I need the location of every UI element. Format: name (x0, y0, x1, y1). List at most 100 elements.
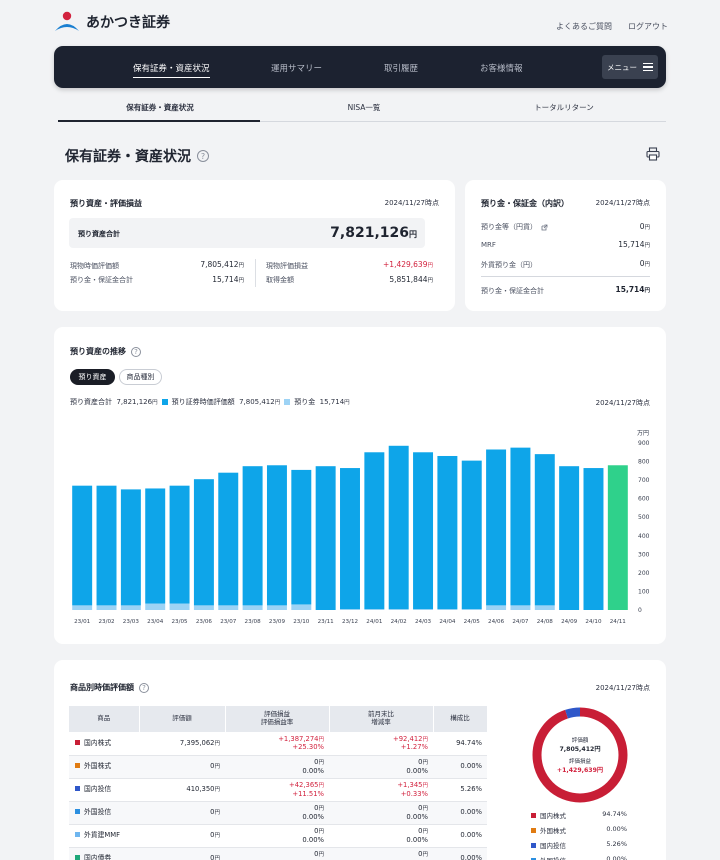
bar-securities[interactable] (607, 465, 628, 610)
tab-total-return[interactable]: トータルリターン (534, 103, 594, 112)
bar-securities[interactable] (96, 485, 117, 606)
divider (255, 259, 256, 287)
x-tick-label: 24/04 (439, 619, 456, 625)
bar-securities[interactable] (218, 472, 239, 606)
product-name[interactable]: 外国株式 (69, 755, 139, 779)
bar-deposit[interactable] (461, 609, 482, 610)
bar-deposit[interactable] (169, 603, 190, 610)
bar-securities[interactable] (266, 465, 287, 606)
logout-link[interactable]: ログアウト (628, 22, 668, 31)
nav-history[interactable]: 取引履歴 (384, 64, 419, 74)
bar-deposit[interactable] (437, 609, 458, 610)
tab-assets[interactable]: 預り資産 (70, 369, 115, 385)
bar-deposit[interactable] (510, 605, 531, 610)
help-icon[interactable]: ? (197, 150, 209, 162)
bar-deposit[interactable] (72, 605, 93, 610)
x-tick-label: 23/12 (342, 619, 358, 625)
nav-customer-info[interactable]: お客様情報 (480, 64, 523, 74)
tab-nisa[interactable]: NISA一覧 (347, 103, 381, 112)
product-name[interactable]: 国内債券 (69, 847, 139, 860)
tab-product-type[interactable]: 商品種別 (119, 369, 162, 385)
bar-deposit[interactable] (96, 605, 117, 610)
menu-button[interactable]: メニュー (602, 55, 658, 79)
bar-securities[interactable] (364, 452, 385, 610)
category-swatch-icon (75, 809, 80, 815)
faq-link[interactable]: よくあるご質問 (556, 22, 612, 31)
x-tick-label: 23/02 (98, 619, 114, 625)
help-icon[interactable]: ? (131, 346, 141, 357)
x-tick-label: 23/11 (318, 619, 335, 625)
bar-securities[interactable] (169, 485, 190, 604)
bar-deposit[interactable] (364, 609, 385, 610)
col-pl: 評価損益 評価損益率 (225, 706, 330, 732)
nav-holdings[interactable]: 保有証券・資産状況 (133, 64, 210, 78)
chart-legend: 預り資産合計 7,821,126円 預り証券時価評価額 7,805,412円 預… (70, 397, 350, 407)
print-icon[interactable] (646, 147, 660, 161)
external-link-icon[interactable] (541, 224, 548, 231)
deposit-date: 2024/11/27時点 (595, 199, 650, 207)
bar-deposit[interactable] (291, 604, 312, 610)
donut-value: 7,805,412円 (559, 746, 600, 753)
table-row: 外国投信 0円 0円 0.00% 0円 0.00% 0.00% (69, 801, 487, 825)
bar-securities[interactable] (340, 468, 360, 610)
bar-securities[interactable] (534, 454, 555, 606)
market-value-label: 現物時価評価額 (70, 262, 119, 270)
trend-date: 2024/11/27時点 (595, 399, 650, 407)
bar-deposit[interactable] (413, 609, 434, 610)
market-value: 7,805,412円 (200, 260, 244, 269)
product-pl: +42,365円 +11.51% (225, 778, 329, 802)
bar-deposit[interactable] (218, 605, 239, 610)
bar-securities[interactable] (242, 466, 263, 606)
table-header: 商品 評価額 評価損益 評価損益率 前月末比 増減率 構成比 (69, 706, 488, 732)
bar-securities[interactable] (145, 488, 166, 604)
y-tick-label: 100 (638, 588, 650, 595)
assets-trend-chart: 万円 0 100 200 300 400 500 600 700 800 900 23/01 23/02… (72, 430, 650, 625)
nav-summary[interactable]: 運用サマリー (271, 64, 323, 74)
bar-deposit[interactable] (193, 605, 214, 610)
product-name[interactable]: 国内投信 (69, 778, 139, 802)
bar-securities[interactable] (315, 466, 336, 610)
bar-securities[interactable] (388, 445, 409, 610)
bar-deposit[interactable] (266, 605, 287, 610)
bar-securities[interactable] (486, 449, 507, 606)
bar-securities[interactable] (291, 469, 312, 605)
total-assets-box: 預り資産合計 7,821,126円 (69, 218, 425, 248)
bar-deposit[interactable] (145, 603, 166, 610)
product-value: 0円 (139, 801, 225, 825)
product-name[interactable]: 外貨建MMF (69, 824, 139, 848)
bar-securities[interactable] (461, 460, 482, 610)
bar-securities[interactable] (559, 466, 580, 610)
y-tick-label: 600 (638, 496, 650, 503)
category-swatch-icon (531, 843, 536, 848)
brand-logo[interactable]: あかつき証券 (54, 11, 170, 33)
product-name[interactable]: 国内株式 (69, 732, 139, 756)
y-tick-label: 300 (638, 551, 650, 558)
deposit-yen-value: 0円 (639, 222, 650, 231)
product-pl: +1,387,274円 +25.30% (225, 732, 329, 756)
donut-slice[interactable] (532, 707, 628, 803)
tab-holdings[interactable]: 保有証券・資産状況 (126, 103, 194, 112)
product-name[interactable]: 外国投信 (69, 801, 139, 825)
bar-deposit[interactable] (486, 605, 507, 610)
products-date: 2024/11/27時点 (595, 684, 650, 692)
x-tick-label: 24/01 (366, 619, 383, 625)
help-icon[interactable]: ? (139, 682, 149, 693)
bar-securities[interactable] (120, 489, 141, 606)
bar-deposit[interactable] (242, 605, 263, 610)
bar-securities[interactable] (583, 468, 604, 610)
bar-securities[interactable] (413, 452, 434, 610)
x-tick-label: 24/11 (610, 619, 627, 625)
fx-deposit-label: 外貨預り金（円） (481, 261, 537, 269)
bar-securities[interactable] (510, 447, 531, 606)
bar-securities[interactable] (193, 479, 214, 606)
bar-deposit[interactable] (340, 609, 360, 610)
bar-deposit[interactable] (534, 605, 555, 610)
x-tick-label: 24/03 (415, 619, 432, 625)
mrf-value: 15,714円 (618, 240, 650, 249)
bar-securities[interactable] (72, 485, 93, 606)
bar-deposit[interactable] (388, 609, 409, 610)
bar-deposit[interactable] (120, 605, 141, 610)
bar-securities[interactable] (437, 455, 458, 610)
products-card-title: 商品別時価評価額 ? (70, 682, 149, 693)
